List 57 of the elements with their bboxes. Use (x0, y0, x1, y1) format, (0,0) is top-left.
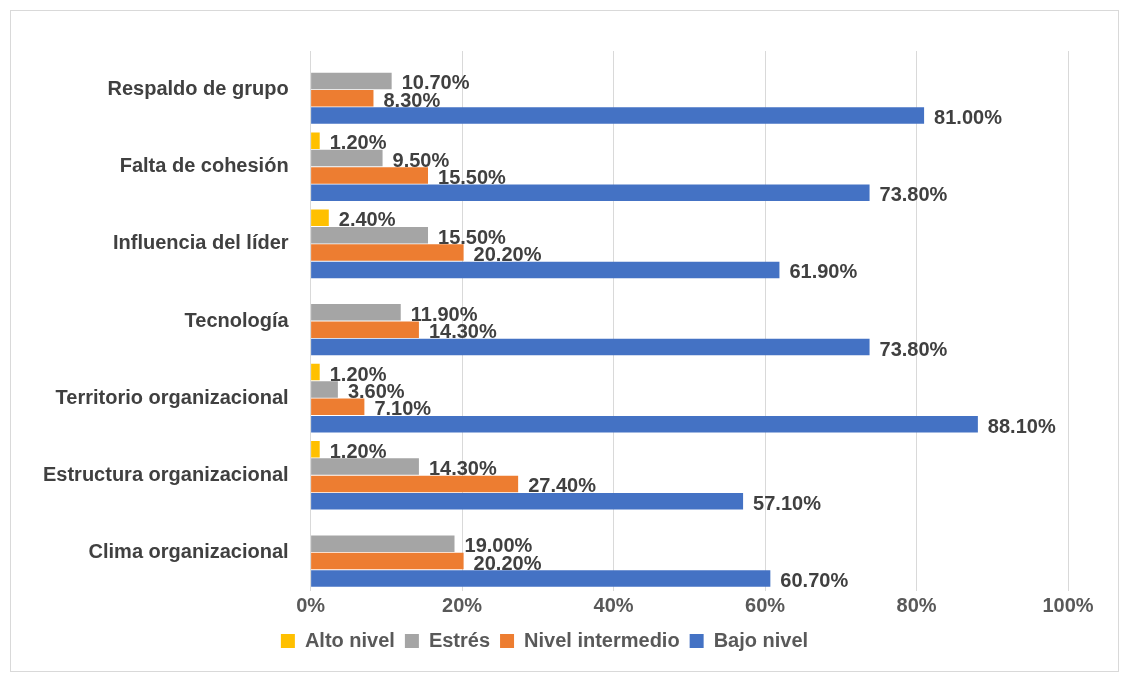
bar (311, 381, 338, 398)
bar (311, 535, 455, 552)
bar (311, 338, 870, 356)
data-label: 14.30% (428, 457, 497, 480)
bar (311, 321, 419, 338)
data-label: 57.10% (753, 491, 822, 514)
bar (311, 90, 374, 107)
bar (311, 107, 925, 124)
x-tick-label: 40% (593, 593, 634, 616)
bar (311, 398, 365, 416)
data-label: 60.70% (780, 568, 849, 591)
bar (311, 209, 329, 227)
x-tick-label: 100% (1042, 593, 1094, 616)
bar (311, 441, 320, 458)
bar (311, 415, 978, 433)
bar (311, 167, 429, 184)
data-label: 61.90% (789, 260, 858, 283)
x-tick-label: 80% (896, 593, 937, 616)
legend-label: Bajo nivel (713, 628, 809, 651)
y-tick-label: Clima organizacional (88, 539, 289, 562)
y-tick-label: Estructura organizacional (42, 462, 289, 485)
x-tick-label: 60% (745, 593, 786, 616)
y-tick-label: Respaldo de grupo (107, 77, 289, 100)
data-label: 73.80% (879, 183, 948, 206)
data-label: 1.20% (329, 439, 387, 462)
y-tick-label: Falta de cohesión (119, 154, 289, 177)
bar (311, 552, 464, 570)
data-label: 9.50% (392, 148, 450, 171)
data-label: 73.80% (879, 337, 948, 360)
y-tick-label: Territorio organizacional (55, 385, 289, 408)
data-label: 2.40% (338, 208, 396, 231)
data-label: 1.20% (329, 131, 387, 154)
data-label: 7.10% (374, 397, 432, 420)
data-label: 1.20% (329, 362, 387, 385)
x-tick-label: 0% (296, 593, 326, 616)
bar (311, 261, 780, 279)
bar (311, 72, 392, 90)
data-label: 27.40% (528, 474, 597, 497)
bar (311, 475, 519, 493)
bar (311, 244, 464, 261)
legend-label: Nivel intermedio (524, 628, 680, 651)
bar (311, 570, 771, 587)
legend-label: Alto nivel (304, 628, 395, 651)
bar (311, 458, 419, 475)
legend-label: Estrés (428, 628, 491, 651)
y-tick-label: Tecnología (184, 308, 290, 331)
bar (311, 149, 383, 167)
bar (311, 226, 429, 244)
data-label: 81.00% (934, 106, 1003, 129)
y-tick-label: Influencia del líder (113, 231, 289, 254)
x-tick-label: 20% (442, 593, 483, 616)
bar (311, 304, 401, 321)
bar (311, 132, 320, 149)
bar (311, 184, 870, 201)
bar (311, 363, 320, 381)
data-label: 88.10% (987, 414, 1056, 437)
bar (311, 493, 744, 510)
